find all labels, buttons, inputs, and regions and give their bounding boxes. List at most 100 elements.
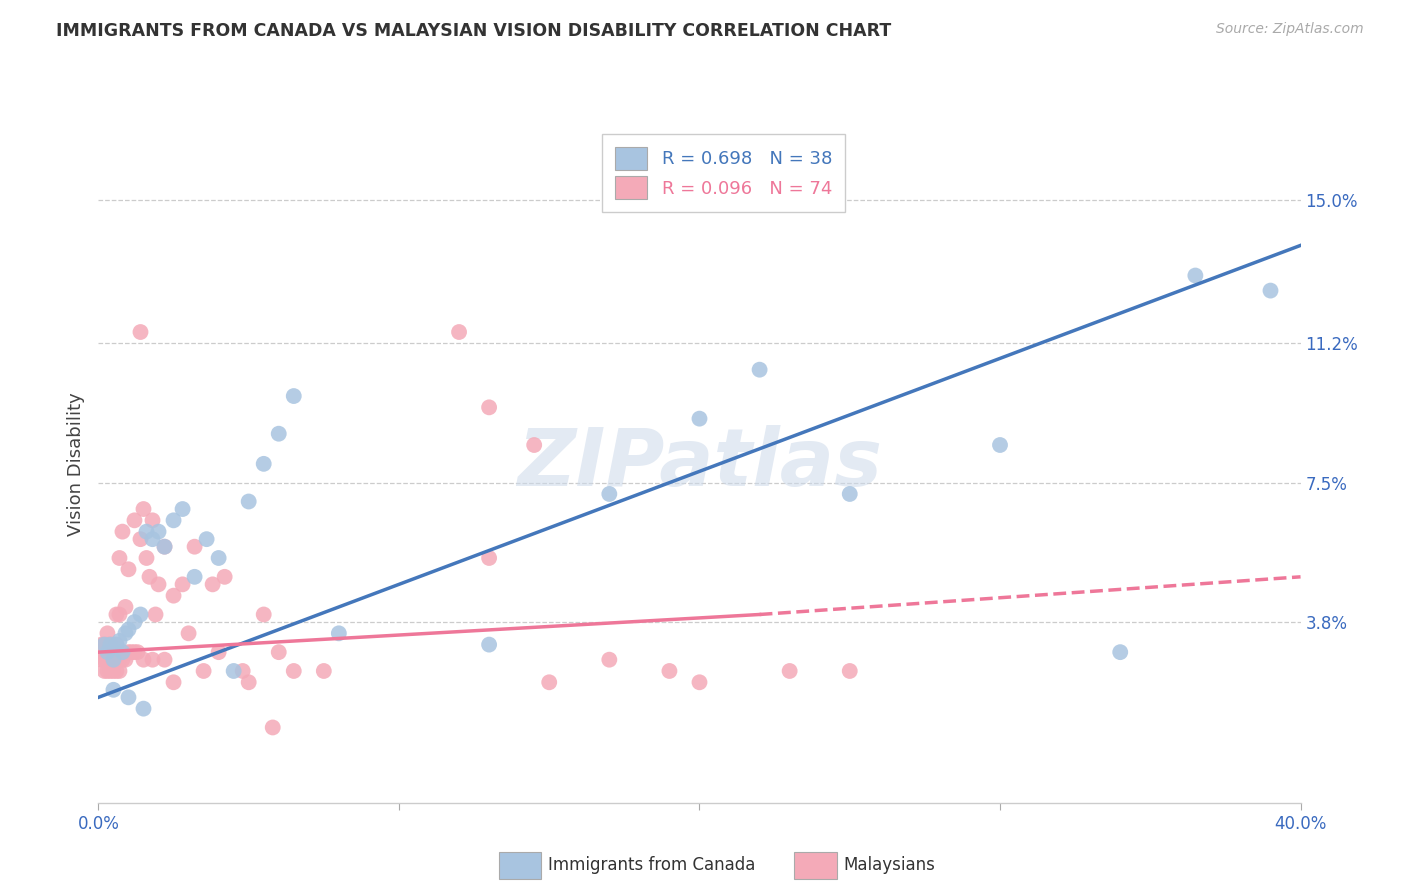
Point <box>121 645 143 659</box>
Point <box>100 653 122 667</box>
Point <box>103 664 125 678</box>
Point <box>162 675 184 690</box>
Point <box>267 645 290 659</box>
Point <box>90 653 112 667</box>
Point <box>172 502 194 516</box>
Point <box>238 494 260 508</box>
Point <box>103 653 125 667</box>
Point <box>108 607 131 622</box>
Point <box>598 653 620 667</box>
Point <box>111 653 134 667</box>
Point <box>114 626 136 640</box>
Point <box>117 645 139 659</box>
Point <box>689 675 711 690</box>
Point <box>267 426 290 441</box>
Text: Source: ZipAtlas.com: Source: ZipAtlas.com <box>1216 22 1364 37</box>
Point <box>598 487 620 501</box>
Point <box>748 362 770 376</box>
Point <box>105 645 128 659</box>
Point <box>105 664 128 678</box>
Point <box>105 638 128 652</box>
Point <box>253 607 276 622</box>
Point <box>201 577 224 591</box>
Point <box>124 615 146 629</box>
Point <box>105 607 128 622</box>
Point <box>124 645 146 659</box>
Point <box>108 664 131 678</box>
Point <box>103 682 125 697</box>
Y-axis label: Vision Disability: Vision Disability <box>66 392 84 536</box>
Point <box>93 638 115 652</box>
Text: IMMIGRANTS FROM CANADA VS MALAYSIAN VISION DISABILITY CORRELATION CHART: IMMIGRANTS FROM CANADA VS MALAYSIAN VISI… <box>56 22 891 40</box>
Point <box>129 532 152 546</box>
Point <box>153 540 176 554</box>
Point <box>328 626 350 640</box>
Point <box>238 675 260 690</box>
Point <box>141 653 163 667</box>
Point <box>1184 268 1206 283</box>
Point <box>129 325 152 339</box>
Point <box>138 570 160 584</box>
Point <box>523 438 546 452</box>
Point <box>108 633 131 648</box>
Point <box>779 664 801 678</box>
Point <box>135 524 157 539</box>
Point <box>100 638 122 652</box>
Point <box>162 589 184 603</box>
Point <box>93 653 115 667</box>
Point <box>283 389 305 403</box>
Point <box>96 626 118 640</box>
Point <box>141 513 163 527</box>
Point <box>283 664 305 678</box>
Point <box>253 457 276 471</box>
Point <box>172 577 194 591</box>
Point <box>232 664 254 678</box>
Point <box>689 411 711 425</box>
Point <box>208 645 231 659</box>
Point <box>447 325 470 339</box>
Point <box>478 638 501 652</box>
Point <box>90 638 112 652</box>
Point <box>111 645 134 659</box>
Point <box>177 626 200 640</box>
Point <box>90 645 112 659</box>
Point <box>208 551 231 566</box>
Point <box>132 653 155 667</box>
Point <box>478 401 501 415</box>
Point <box>162 513 184 527</box>
Point <box>117 623 139 637</box>
Point <box>658 664 681 678</box>
Point <box>478 551 501 566</box>
Point <box>988 438 1011 452</box>
Point <box>96 645 118 659</box>
Point <box>108 653 131 667</box>
Point <box>114 653 136 667</box>
Point <box>214 570 236 584</box>
Point <box>145 607 167 622</box>
Point <box>195 532 218 546</box>
Point <box>100 664 122 678</box>
Text: ZIPatlas: ZIPatlas <box>517 425 882 503</box>
Point <box>538 675 561 690</box>
Point <box>96 664 118 678</box>
Point <box>153 653 176 667</box>
Point <box>132 502 155 516</box>
Point <box>93 645 115 659</box>
Point <box>132 701 155 715</box>
Point <box>129 607 152 622</box>
Point <box>111 524 134 539</box>
Point <box>141 532 163 546</box>
Point <box>183 540 205 554</box>
Point <box>93 664 115 678</box>
Point <box>96 653 118 667</box>
Point <box>103 653 125 667</box>
Point <box>124 513 146 527</box>
Point <box>838 487 860 501</box>
Point <box>262 721 284 735</box>
Point <box>838 664 860 678</box>
Point <box>108 551 131 566</box>
Point <box>96 645 118 659</box>
Point <box>1109 645 1132 659</box>
Point <box>127 645 149 659</box>
Point <box>117 690 139 705</box>
